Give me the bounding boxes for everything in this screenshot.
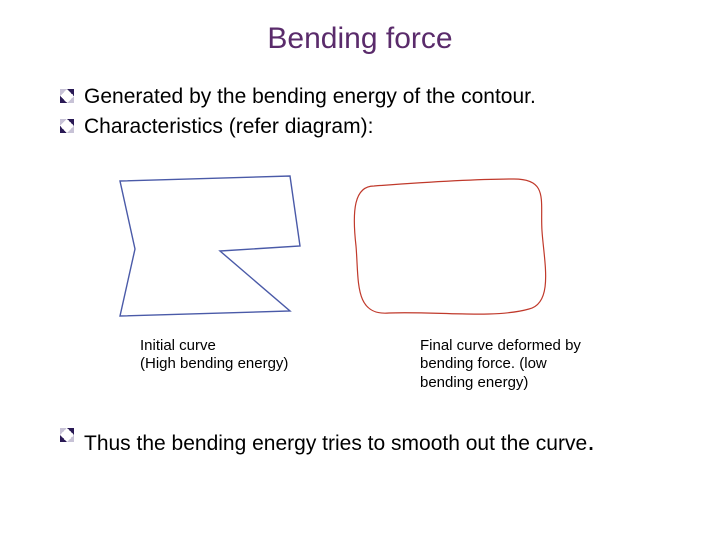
caption-row: Initial curve (High bending energy) Fina…: [140, 337, 720, 393]
diamond-bullet-icon: [60, 428, 74, 442]
final-curve-path: [354, 179, 545, 314]
caption-final: Final curve deformed by bending force. (…: [420, 337, 610, 393]
bullet-text: Generated by the bending energy of the c…: [84, 84, 536, 110]
initial-curve-svg: [90, 161, 320, 331]
initial-curve-path: [120, 176, 300, 316]
bullet-text: Characteristics (refer diagram):: [84, 114, 373, 140]
bullet-text: Thus the bending energy tries to smooth …: [84, 423, 595, 458]
bullet-list-bottom: Thus the bending energy tries to smooth …: [60, 423, 720, 458]
diamond-bullet-icon: [60, 119, 74, 133]
slide-title: Bending force: [0, 0, 720, 56]
figure-row: [90, 161, 720, 331]
figure-initial: [90, 161, 320, 331]
caption-initial: Initial curve (High bending energy): [140, 337, 330, 393]
period: .: [587, 425, 595, 456]
bullet-item: Generated by the bending energy of the c…: [60, 84, 720, 110]
caption-line: bending energy): [420, 374, 528, 391]
bullet-item: Characteristics (refer diagram):: [60, 114, 720, 140]
caption-line: Final curve deformed by: [420, 337, 581, 354]
diamond-bullet-icon: [60, 89, 74, 103]
caption-line: (High bending energy): [140, 355, 288, 372]
caption-line: bending force. (low: [420, 355, 547, 372]
final-curve-svg: [334, 161, 564, 331]
bullet-list-top: Generated by the bending energy of the c…: [60, 84, 720, 141]
bullet-item: Thus the bending energy tries to smooth …: [60, 423, 720, 458]
bullet-text-inner: Thus the bending energy tries to smooth …: [84, 432, 587, 455]
caption-line: Initial curve: [140, 337, 216, 354]
figure-final: [334, 161, 564, 331]
